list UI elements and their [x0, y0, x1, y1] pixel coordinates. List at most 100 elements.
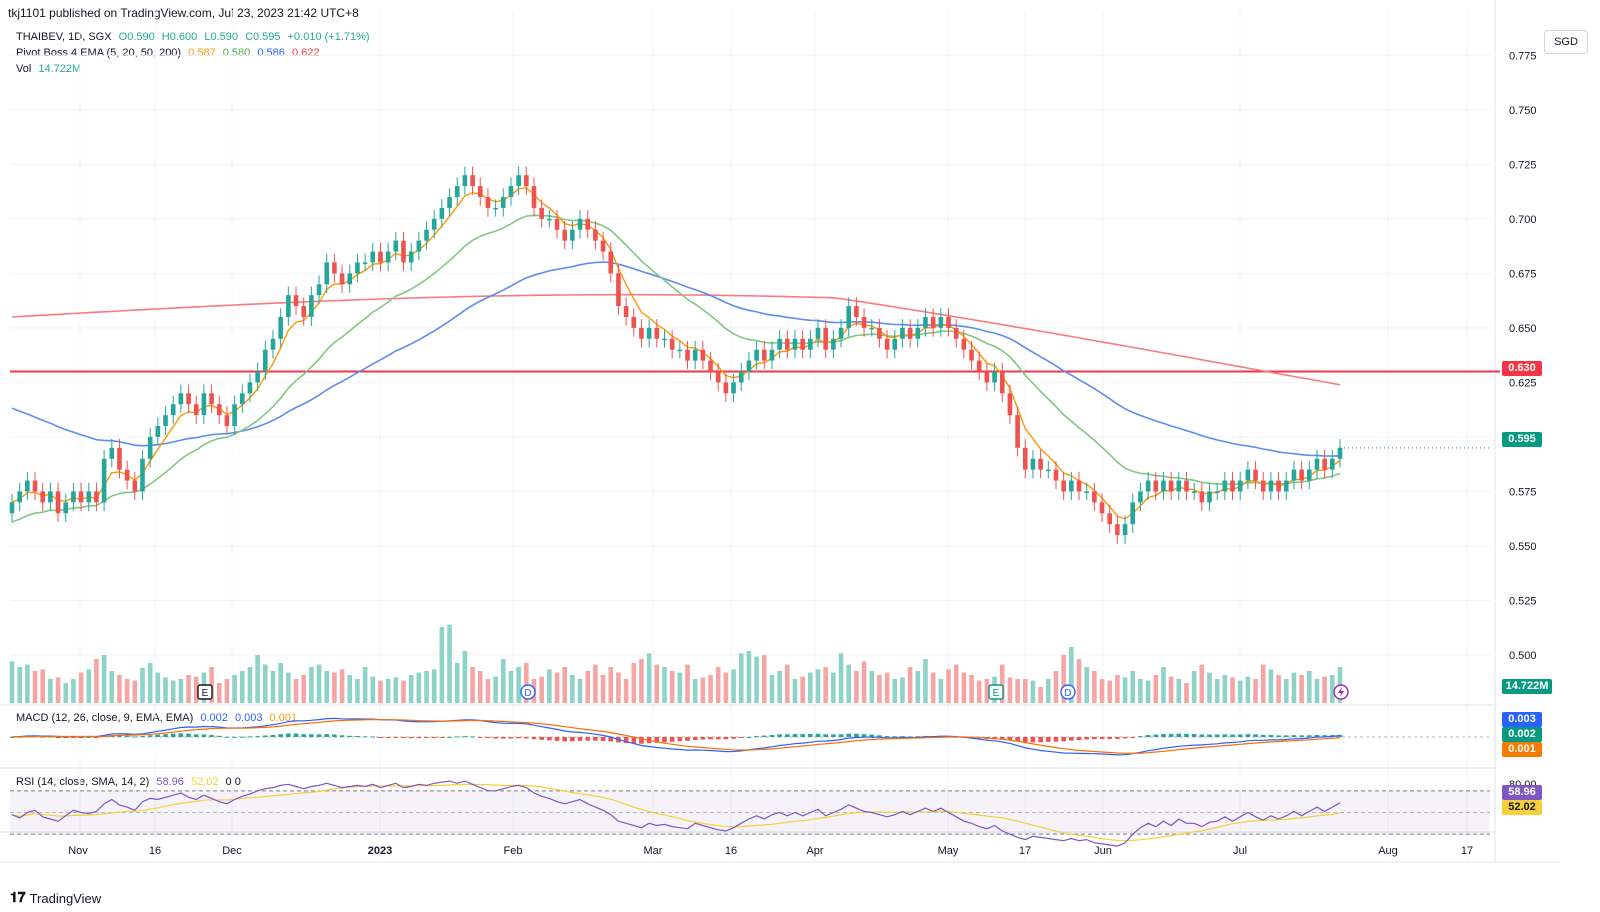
macd-hist-bar: [155, 734, 161, 737]
macd-hist-bar: [255, 736, 260, 738]
candle-body: [178, 393, 184, 405]
rsi-label: 58.96: [1502, 785, 1542, 800]
volume-bar: [247, 667, 253, 703]
volume-bar: [1069, 647, 1074, 703]
macd-hist-bar: [1061, 737, 1066, 742]
macd-hist-bar: [746, 736, 752, 738]
candle-body: [593, 229, 598, 241]
volume-bar: [524, 663, 529, 703]
volume-bar: [170, 680, 176, 703]
volume-bar: [1184, 683, 1189, 703]
volume-bar: [1260, 664, 1266, 703]
macd-hist-bar: [1222, 734, 1228, 737]
ema5-line: [11, 187, 1341, 520]
candle-body: [332, 262, 337, 274]
currency-button[interactable]: SGD: [1544, 30, 1588, 54]
macd-indicator-name[interactable]: MACD (12, 26, close, 9, EMA, EMA): [16, 712, 194, 724]
candle-body: [216, 404, 222, 416]
volume-bar: [1214, 679, 1220, 703]
candle-body: [631, 316, 637, 328]
candle-body: [600, 240, 606, 252]
rsi-indicator-name[interactable]: RSI (14, close, SMA, 14, 2): [16, 776, 150, 788]
volume-bar: [109, 671, 115, 703]
macd-hist-bar: [416, 737, 422, 739]
volume-bar: [539, 676, 544, 703]
svg-text:D: D: [524, 688, 531, 699]
volume-bar: [846, 664, 852, 703]
macd-hist-bar: [992, 737, 997, 740]
volume-bar: [362, 667, 368, 703]
candle-body: [1092, 491, 1097, 503]
candle-body: [907, 327, 913, 339]
candle-body: [439, 207, 445, 219]
volume-bar: [462, 651, 468, 703]
macd-label-1: 0.003: [1502, 712, 1542, 727]
candle-body: [877, 327, 882, 339]
volume-bar: [1191, 671, 1197, 703]
volume-bar: [132, 680, 138, 703]
candle-body: [447, 197, 452, 208]
candle-body: [316, 284, 322, 296]
macd-hist-bar: [1153, 734, 1159, 737]
price-tick-label: 0.675: [1509, 268, 1537, 280]
macd-hist-bar: [761, 735, 767, 737]
volume-bar: [731, 669, 736, 703]
candle-body: [424, 229, 429, 241]
candle-body: [999, 371, 1005, 394]
candle-body: [109, 447, 115, 459]
volume-bar: [554, 672, 560, 703]
candle-body: [362, 262, 368, 264]
volume-bar: [769, 675, 775, 703]
volume-bar: [785, 664, 790, 703]
candle-body: [654, 327, 660, 339]
macd-hist-bar: [1184, 733, 1189, 737]
macd-hist-bar: [462, 736, 468, 738]
candle-body: [738, 371, 744, 383]
macd-hist-bar: [316, 734, 322, 737]
macd-hist-bar: [385, 737, 391, 738]
ema-indicator-name[interactable]: Pivot Boss 4 EMA (5, 20, 50, 200): [16, 47, 182, 59]
macd-hist-bar: [593, 737, 598, 741]
svg-text:E: E: [202, 688, 209, 699]
candle-body: [1007, 393, 1013, 416]
macd-hist-bar: [9, 737, 15, 738]
macd-hist-bar: [178, 733, 184, 737]
candle-body: [393, 240, 399, 252]
volume-bar: [754, 656, 759, 703]
volume-bar: [9, 661, 15, 703]
candle-body: [1291, 469, 1297, 481]
candle-body: [239, 393, 245, 405]
candle-body: [224, 415, 230, 427]
volume-bar: [1115, 675, 1120, 703]
candle-body: [40, 491, 46, 503]
macd-hist-bar: [692, 737, 698, 741]
candle-body: [715, 371, 721, 383]
volume-bar: [823, 667, 828, 703]
candle-body: [1115, 524, 1120, 536]
volume-bar: [94, 659, 99, 703]
rsi-band: [10, 790, 1490, 835]
volume-bar: [178, 679, 184, 703]
volume-bar: [117, 675, 122, 703]
candle-body: [48, 491, 53, 503]
volume-bar: [378, 680, 383, 703]
candle-body: [1260, 480, 1266, 492]
volume-bar: [193, 676, 199, 703]
candle-body: [570, 229, 575, 241]
volume-bar: [86, 669, 92, 703]
macd-hist-bar: [170, 733, 176, 737]
volume-legend: Vol 14.722M: [16, 63, 85, 75]
candle-body: [477, 186, 483, 198]
price-tick-label: 0.625: [1509, 377, 1537, 389]
ema50-value: 0.586: [257, 47, 285, 59]
volume-bar: [1283, 679, 1289, 703]
volume-bar: [616, 672, 621, 703]
volume-indicator-name[interactable]: Vol: [16, 63, 32, 75]
symbol-label[interactable]: THAIBEV, 1D, SGX: [16, 31, 112, 43]
macd-hist-bar: [685, 737, 690, 741]
volume-bar: [216, 683, 222, 703]
macd-hist-bar: [1122, 737, 1128, 739]
time-tick-label: Jul: [1233, 845, 1247, 857]
candle-body: [17, 491, 22, 503]
